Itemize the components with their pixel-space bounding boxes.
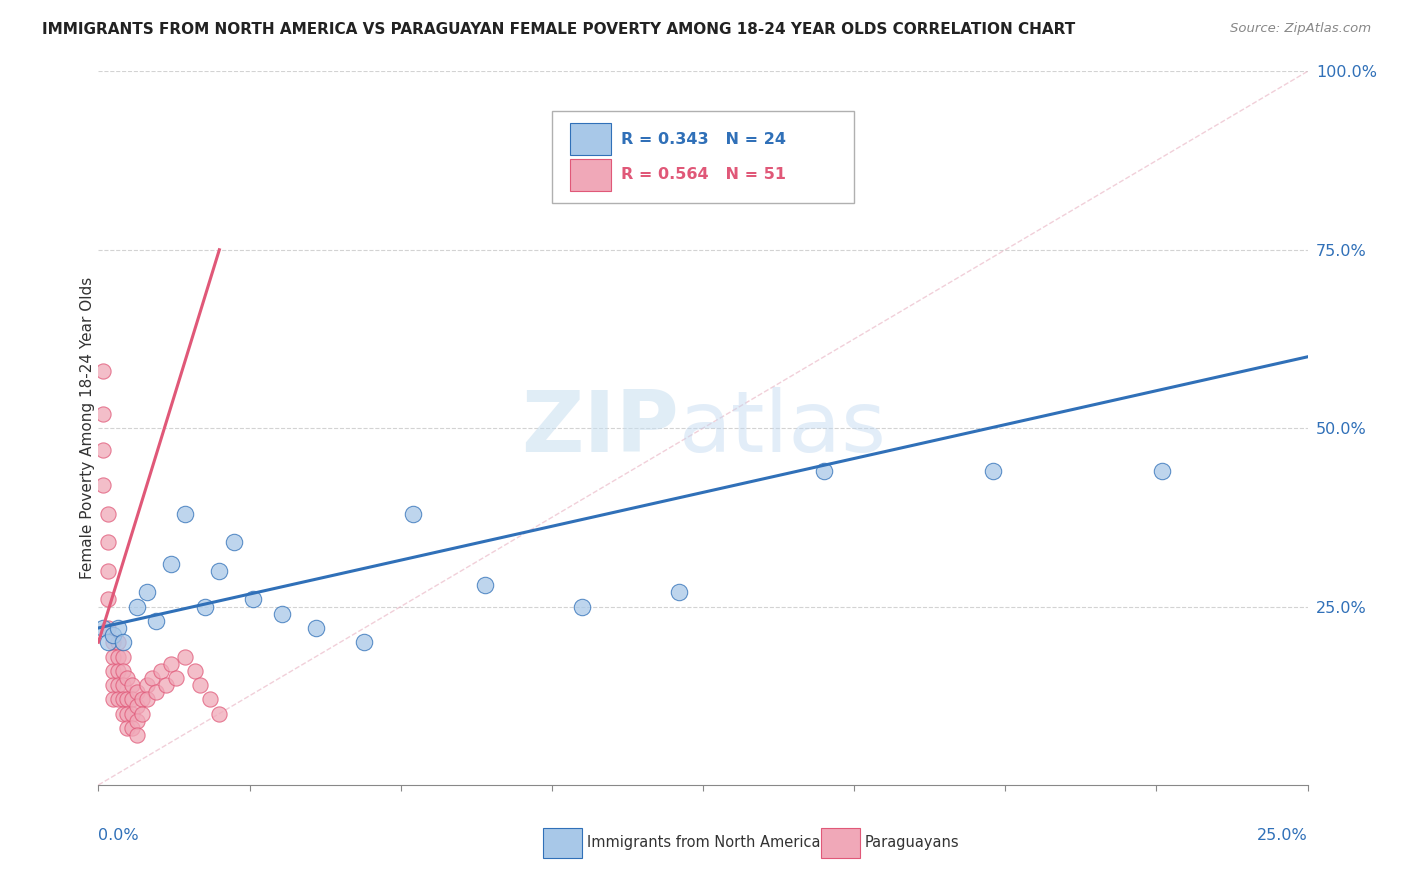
Point [160, 557, 183, 571]
Point [117, 692, 139, 706]
Point [91, 364, 114, 378]
Text: atlas: atlas [679, 386, 887, 470]
Text: Immigrants from North America: Immigrants from North America [586, 835, 821, 850]
Point [107, 635, 129, 649]
Point [111, 692, 134, 706]
Text: ZIP: ZIP [522, 386, 679, 470]
Point [174, 649, 197, 664]
Point [97, 635, 120, 649]
Point [91, 442, 114, 457]
Point [107, 678, 129, 692]
Point [91, 407, 114, 421]
Point [121, 692, 143, 706]
Point [117, 721, 139, 735]
Point [97, 507, 120, 521]
Point [97, 535, 120, 549]
Point [101, 678, 124, 692]
Point [101, 628, 124, 642]
Point [145, 614, 167, 628]
Point [107, 649, 129, 664]
Point [127, 714, 149, 728]
Point [91, 621, 114, 635]
Text: R = 0.564   N = 51: R = 0.564 N = 51 [621, 168, 786, 182]
Point [121, 706, 143, 721]
Point [117, 706, 139, 721]
Point [97, 564, 120, 578]
Point [111, 678, 134, 692]
Point [111, 649, 134, 664]
Point [813, 464, 835, 478]
FancyBboxPatch shape [569, 159, 612, 191]
Point [305, 621, 328, 635]
Point [1152, 464, 1174, 478]
Point [127, 599, 149, 614]
Point [198, 692, 221, 706]
Point [111, 635, 134, 649]
Point [194, 599, 217, 614]
Point [208, 706, 231, 721]
Point [127, 699, 149, 714]
Text: 25.0%: 25.0% [1257, 828, 1308, 843]
Point [981, 464, 1004, 478]
Text: IMMIGRANTS FROM NORTH AMERICA VS PARAGUAYAN FEMALE POVERTY AMONG 18-24 YEAR OLDS: IMMIGRANTS FROM NORTH AMERICA VS PARAGUA… [42, 22, 1076, 37]
Point [222, 535, 245, 549]
Point [353, 635, 375, 649]
Point [145, 685, 167, 699]
FancyBboxPatch shape [821, 828, 860, 858]
Point [121, 678, 143, 692]
Point [97, 621, 120, 635]
Point [121, 721, 143, 735]
Point [107, 664, 129, 678]
Point [97, 592, 120, 607]
Point [668, 585, 690, 599]
Text: 0.0%: 0.0% [98, 828, 139, 843]
Point [208, 564, 231, 578]
Point [141, 671, 163, 685]
Point [127, 685, 149, 699]
Point [242, 592, 264, 607]
Point [155, 678, 177, 692]
Point [165, 671, 187, 685]
Point [131, 692, 153, 706]
FancyBboxPatch shape [543, 828, 582, 858]
Point [127, 728, 149, 742]
Point [184, 664, 207, 678]
Point [111, 706, 134, 721]
FancyBboxPatch shape [551, 111, 855, 203]
Point [107, 692, 129, 706]
Point [571, 599, 593, 614]
Point [111, 664, 134, 678]
Point [101, 664, 124, 678]
Point [135, 585, 157, 599]
Point [131, 706, 153, 721]
Point [101, 692, 124, 706]
Text: Source: ZipAtlas.com: Source: ZipAtlas.com [1230, 22, 1371, 36]
Point [117, 671, 139, 685]
Y-axis label: Female Poverty Among 18-24 Year Olds: Female Poverty Among 18-24 Year Olds [80, 277, 94, 579]
Point [271, 607, 294, 621]
FancyBboxPatch shape [569, 123, 612, 155]
Point [101, 649, 124, 664]
Point [402, 507, 425, 521]
Point [135, 678, 157, 692]
Point [107, 621, 129, 635]
Point [160, 657, 183, 671]
Point [150, 664, 173, 678]
Text: R = 0.343   N = 24: R = 0.343 N = 24 [621, 132, 786, 146]
Point [174, 507, 197, 521]
Point [91, 478, 114, 492]
Text: Paraguayans: Paraguayans [865, 835, 960, 850]
Point [188, 678, 211, 692]
Point [135, 692, 157, 706]
Point [474, 578, 496, 592]
Point [101, 635, 124, 649]
